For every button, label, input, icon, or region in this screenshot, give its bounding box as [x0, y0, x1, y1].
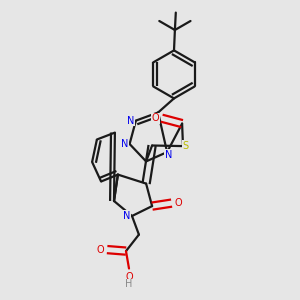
Text: N: N: [127, 116, 134, 126]
Text: N: N: [123, 211, 130, 221]
Text: O: O: [125, 272, 133, 282]
Text: O: O: [97, 244, 104, 255]
Text: O: O: [174, 198, 182, 208]
Text: N: N: [165, 149, 172, 160]
Text: S: S: [182, 141, 188, 151]
Text: N: N: [121, 139, 128, 149]
Text: O: O: [151, 113, 159, 123]
Text: H: H: [125, 279, 133, 290]
